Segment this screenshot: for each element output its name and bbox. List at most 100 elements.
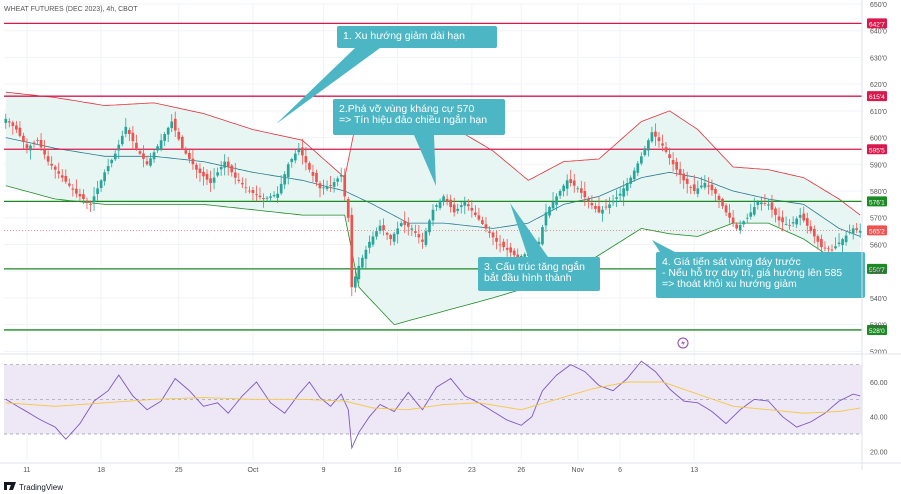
price-level-label: 576'1 [869, 199, 885, 206]
candle-body [283, 174, 287, 185]
tv-logo-icon [4, 482, 16, 490]
time-tick-label: 23 [468, 467, 476, 474]
candle-body [579, 188, 583, 193]
candle-body [625, 183, 629, 191]
price-tick-label: 630'0 [870, 55, 887, 62]
callout-text: => thoát khỏi xu hướng giảm [662, 278, 797, 290]
candle-body [664, 147, 668, 152]
candle-body [375, 231, 378, 237]
candle-body [639, 156, 643, 164]
candle-body [594, 205, 597, 209]
candle-body [32, 142, 36, 144]
rsi-tick-label: 40.00 [870, 415, 888, 422]
candle-body [216, 172, 219, 176]
candle-body [682, 173, 686, 181]
candle-body [484, 224, 488, 229]
candle-body [364, 249, 368, 259]
bollinger-lower-line [5, 185, 861, 326]
candle-body [618, 193, 622, 196]
candle-body [301, 147, 304, 156]
candle-body [774, 208, 777, 216]
candle-body [700, 185, 703, 188]
candle-body [258, 195, 262, 198]
candle-body [149, 158, 152, 166]
price-tick-label: 520'0 [870, 349, 887, 356]
candle-body [60, 175, 64, 178]
callout-box [656, 252, 865, 298]
candle-body [710, 184, 714, 191]
candle-body [191, 158, 195, 165]
candle-body [290, 158, 294, 163]
candle-body [841, 239, 844, 246]
candle-body [714, 188, 717, 194]
candle-body [50, 163, 54, 166]
candle-body [311, 171, 315, 176]
alert-icon[interactable] [677, 337, 689, 349]
candle-body [276, 193, 279, 198]
candle-body [297, 148, 301, 153]
candle-body [611, 200, 615, 203]
time-tick-label: 26 [517, 467, 525, 474]
candle-body [188, 152, 191, 159]
candle-body [145, 161, 149, 165]
candle-body [770, 202, 774, 210]
price-level-badge [867, 91, 887, 102]
candle-body [604, 206, 608, 208]
candle-body [724, 205, 728, 213]
candle-body [410, 228, 414, 230]
candle-body [735, 224, 738, 229]
candle-body [382, 225, 385, 231]
candle-body [449, 199, 452, 208]
candle-body [75, 188, 78, 194]
candle-body [812, 228, 816, 237]
candle-body [269, 196, 272, 198]
candle-body [36, 140, 39, 141]
candle-body [138, 151, 142, 154]
candle-body [742, 221, 746, 225]
candle-body [385, 232, 389, 235]
candle-body [470, 207, 474, 211]
candle-body [343, 174, 347, 197]
candle-body [541, 227, 544, 245]
candle-body [463, 201, 467, 206]
candle-body [848, 231, 851, 233]
price-level-label: 595'5 [869, 147, 885, 154]
candle-body [601, 209, 604, 214]
candle-body [622, 188, 626, 197]
callout-text: - Nếu hỗ trợ duy trì, giá hướng lên 585 [662, 266, 842, 279]
candle-body [760, 202, 763, 205]
candle-body [368, 241, 371, 248]
candle-body [170, 121, 174, 129]
price-tick-label: 560'0 [870, 242, 887, 249]
candlestick-series [4, 111, 862, 297]
candle-body [4, 118, 8, 123]
candle-body [237, 179, 241, 182]
candle-body [509, 247, 513, 253]
rsi-panel [4, 360, 862, 450]
candle-body [205, 173, 209, 180]
candle-body [731, 217, 735, 224]
candle-body [668, 154, 671, 159]
candle-body [29, 145, 32, 151]
candle-body [587, 198, 590, 202]
candle-body [502, 241, 505, 248]
candle-body [308, 163, 311, 170]
candle-body [756, 201, 760, 205]
candle-body [392, 233, 396, 242]
callout-text: => Tín hiệu đảo chiều ngắn hạn [339, 113, 487, 126]
candle-body [255, 194, 258, 196]
time-tick-label: Nov [572, 467, 585, 474]
candle-body [548, 207, 551, 216]
candle-body [858, 231, 862, 233]
candle-body [64, 176, 68, 182]
candle-body [452, 204, 456, 213]
candle-body [445, 198, 449, 202]
candle-body [414, 231, 417, 233]
candle-body [495, 237, 498, 242]
axes: 520'0 530'0 540'0 550'0 560'0 570'0 580'0 590'0… [0, 0, 901, 474]
candle-body [749, 212, 753, 217]
candle-body [823, 247, 827, 249]
candle-body [689, 187, 693, 188]
callout-box [333, 99, 505, 135]
callout-box [478, 257, 600, 291]
